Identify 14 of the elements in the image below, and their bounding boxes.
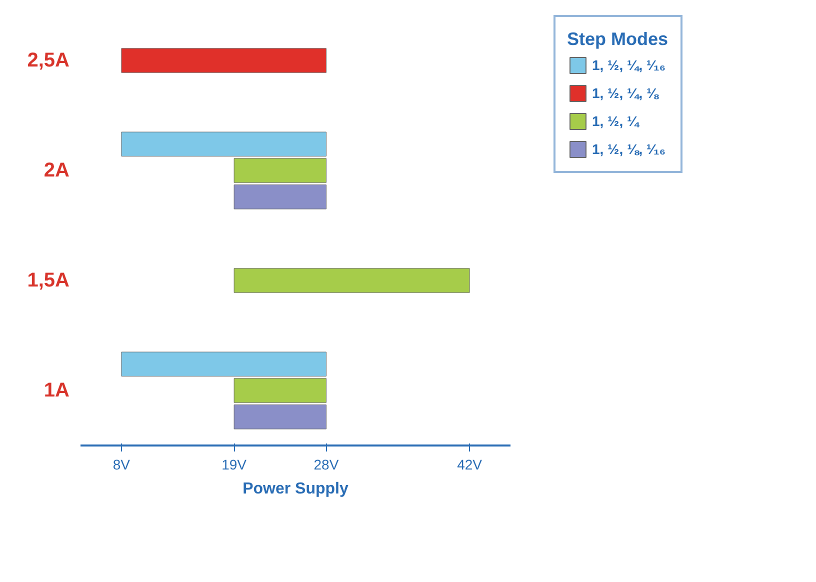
x-tick-label: 19V	[222, 456, 248, 472]
x-tick-label: 42V	[457, 456, 483, 472]
legend-label: 1, ½, ⅛, ¹⁄₁₆	[592, 141, 666, 157]
x-axis-title: Power Supply	[242, 480, 348, 498]
legend-label: 1, ½, ¼	[592, 113, 639, 129]
x-tick-label: 8V	[112, 456, 131, 472]
legend-label: 1, ½, ¼, ¹⁄₁₆	[592, 57, 666, 73]
y-tick-label: 2,5A	[27, 50, 70, 72]
legend-title: Step Modes	[566, 29, 668, 50]
y-tick-label: 2A	[44, 160, 70, 182]
x-tick-label: 28V	[314, 456, 340, 472]
y-tick-label: 1A	[44, 380, 70, 402]
y-tick-label: 1,5A	[27, 270, 70, 292]
legend-label: 1, ½, ¼, ⅛	[592, 85, 658, 101]
